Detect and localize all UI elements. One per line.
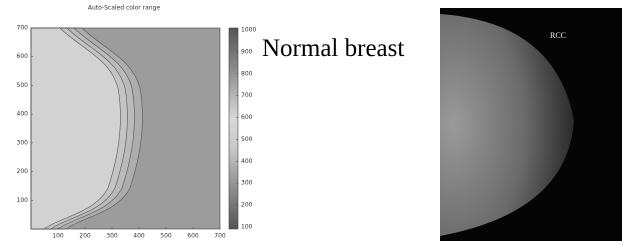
x-tick-label: 600: [187, 233, 199, 240]
colorbar-tick-label: 500: [241, 136, 253, 143]
y-tick-label: 500: [17, 82, 29, 89]
colorbar-tick-label: 300: [241, 180, 253, 187]
figure: Auto-Scaled color range Normal breast RC…: [0, 0, 624, 241]
colorbar-tick-label: 1000: [241, 27, 256, 34]
x-tick-label: 300: [106, 233, 118, 240]
colorbar-tick-label: 600: [241, 114, 253, 121]
contour-plot: [31, 28, 220, 229]
colorbar-tick-label: 700: [241, 92, 253, 99]
colorbar-tick-label: 900: [241, 49, 253, 56]
x-tick-label: 500: [160, 233, 172, 240]
y-tick-label: 400: [17, 111, 29, 118]
colorbar-tick-label: 800: [241, 70, 253, 77]
y-tick-label: 300: [17, 139, 29, 146]
y-tick-label: 600: [17, 53, 29, 60]
plot-title: Auto-Scaled color range: [88, 5, 161, 12]
colorbar-tick-label: 200: [241, 201, 253, 208]
x-tick-label: 200: [79, 233, 91, 240]
colorbar-tick-label: 400: [241, 158, 253, 165]
x-tick-label: 400: [133, 233, 145, 240]
image-label: RCC: [550, 31, 566, 40]
colorbar-tick-label: 100: [241, 223, 253, 230]
x-tick-label: 100: [52, 233, 64, 240]
colorbar: [229, 28, 238, 229]
y-tick-label: 200: [17, 168, 29, 175]
y-tick-label: 700: [17, 25, 29, 32]
caption: Normal breast: [262, 35, 404, 62]
x-tick-label: 700: [214, 233, 226, 240]
y-tick-label: 100: [17, 197, 29, 204]
